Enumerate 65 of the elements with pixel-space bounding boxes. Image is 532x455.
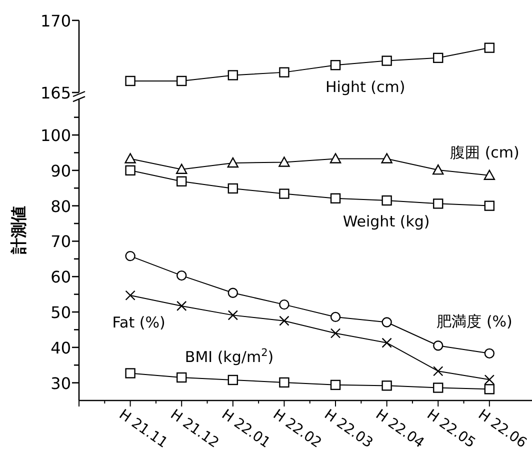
point [382,195,392,206]
point [176,164,188,174]
series-label: Fat (%) [112,313,166,332]
y-tick-label: 40 [50,338,71,358]
point [176,76,187,86]
point [279,299,290,310]
y-axis-title: 計測値 [9,206,28,256]
series-label: BMI (kg/m$^{2}$) [184,346,274,366]
y-tick-label: 50 [50,303,71,322]
series-label: Weight (kg) [342,212,430,230]
point [278,156,290,167]
point [330,312,341,322]
point [228,374,238,386]
point [125,290,136,300]
point [176,300,187,312]
point [382,380,392,391]
point [484,384,495,394]
point [176,270,187,281]
point [381,153,392,164]
y-tick-label: 90 [50,161,71,180]
series-label: 肥満度 (%) [436,312,512,330]
point [124,153,136,164]
y-tick-label: 70 [50,232,71,252]
point [279,377,290,388]
point [382,56,392,66]
point [228,288,238,298]
point [227,157,239,168]
y-tick-label: 100 [40,126,71,145]
point [330,60,341,70]
y-tick-label: 170 [40,11,71,30]
point [433,366,444,376]
point [433,52,444,63]
point [382,338,392,348]
point [484,42,495,53]
point [125,76,136,86]
point [484,200,495,211]
series-label: 腹囲 (cm) [450,143,520,162]
point [228,310,238,320]
point [330,153,342,164]
point [279,188,290,199]
point [330,193,341,204]
point [228,70,238,80]
point [484,348,495,359]
point [125,165,136,176]
y-tick-label: 30 [50,374,71,393]
point [330,380,341,390]
point [176,176,187,186]
point [484,374,495,385]
point [382,317,392,328]
point [432,164,444,175]
point [125,368,136,378]
point [125,250,136,262]
y-tick-label: 60 [50,268,71,287]
series-label: Hight (cm) [326,78,406,96]
y-tick-label: 165 [40,84,71,102]
point [279,316,290,326]
point [330,328,341,338]
point [484,170,496,180]
point [279,67,290,78]
point [176,372,187,383]
point [228,183,238,194]
y-tick-label: 80 [50,196,71,216]
point [433,382,444,393]
point [433,198,444,209]
point [433,340,444,351]
